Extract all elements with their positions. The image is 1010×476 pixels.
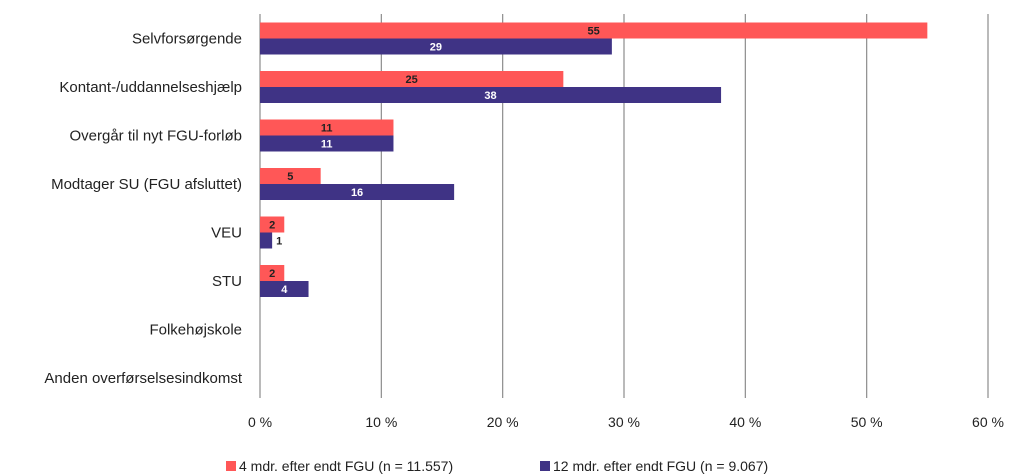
bar [260, 22, 928, 39]
x-axis-tick-labels: 0 % 10 % 20 % 30 % 40 % 50 % 60 % [248, 414, 1004, 430]
legend-swatch [540, 461, 550, 471]
bar [260, 184, 455, 200]
category-label: Kontant-/uddannelseshjælp [59, 79, 242, 96]
category-label: VEU [211, 225, 242, 242]
bar [260, 232, 273, 249]
bar [260, 265, 285, 281]
bar [260, 119, 394, 136]
x-tick-label: 50 % [851, 414, 883, 430]
bar [260, 216, 285, 233]
category-label: Folkehøjskole [149, 322, 242, 339]
legend-label: 4 mdr. efter endt FGU (n = 11.557) [239, 458, 453, 474]
bar-value-label: 11 [321, 123, 333, 135]
bar [260, 135, 394, 152]
bar-value-label: 2 [269, 268, 275, 280]
bar-value-label: 2 [269, 220, 275, 232]
bar-value-label: 25 [406, 74, 418, 86]
category-labels: Selvforsørgende Kontant-/uddannelseshjælp… [44, 31, 242, 388]
category-label: Overgår til nyt FGU-forløb [69, 128, 242, 145]
bar [260, 281, 309, 297]
bar-value-label: 1 [276, 236, 282, 248]
bars: 55 25 11 5 2 2 29 38 11 16 1 4 [260, 22, 928, 297]
bar-value-label: 16 [351, 187, 363, 199]
bar-value-label: 55 [588, 26, 600, 38]
legend-label: 12 mdr. efter endt FGU (n = 9.067) [553, 458, 768, 474]
x-tick-label: 10 % [365, 414, 397, 430]
x-tick-label: 60 % [972, 414, 1004, 430]
x-tick-label: 40 % [729, 414, 761, 430]
category-label: Anden overførselsesindkomst [44, 370, 242, 387]
bar-value-label: 11 [321, 139, 333, 151]
bar [260, 71, 564, 87]
legend: 4 mdr. efter endt FGU (n = 11.557) 12 mdr… [226, 458, 768, 474]
legend-swatch [226, 461, 236, 471]
bar [260, 168, 321, 184]
category-label: Selvforsørgende [132, 31, 242, 48]
bar-value-label: 4 [281, 284, 288, 296]
x-tick-label: 20 % [487, 414, 519, 430]
bar-value-label: 29 [430, 42, 442, 54]
bar-value-label: 5 [287, 171, 293, 183]
x-tick-label: 0 % [248, 414, 272, 430]
bar [260, 87, 722, 103]
bar-value-label: 38 [484, 90, 496, 102]
bar [260, 38, 612, 55]
category-label: STU [212, 273, 242, 290]
x-tick-label: 30 % [608, 414, 640, 430]
category-label: Modtager SU (FGU afsluttet) [51, 176, 242, 193]
